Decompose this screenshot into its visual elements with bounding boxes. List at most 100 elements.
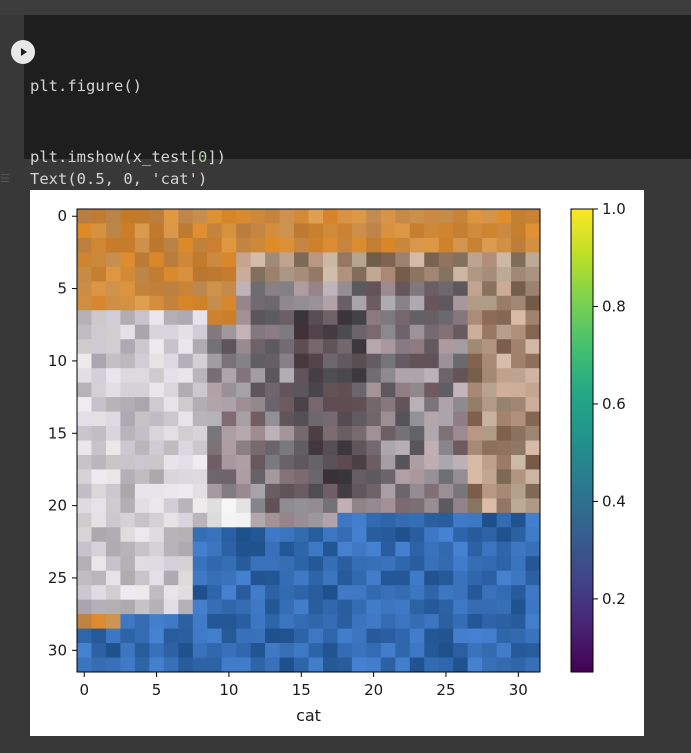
image-pixel <box>511 310 526 326</box>
image-pixel <box>380 266 396 282</box>
image-pixel <box>265 209 280 224</box>
image-pixel <box>308 237 324 253</box>
image-pixel <box>438 657 454 673</box>
image-pixel <box>134 397 150 412</box>
image-pixel <box>424 426 440 441</box>
image-pixel <box>105 527 121 543</box>
image-pixel <box>511 440 526 456</box>
image-pixel <box>366 237 382 253</box>
image-pixel <box>192 397 208 412</box>
image-pixel <box>163 324 179 340</box>
image-pixel <box>337 310 353 326</box>
image-pixel <box>77 643 92 658</box>
image-pixel <box>337 541 353 557</box>
image-pixel <box>265 498 280 514</box>
image-pixel <box>163 411 179 427</box>
image-pixel <box>395 614 411 629</box>
image-pixel <box>91 469 107 485</box>
image-pixel <box>366 498 382 514</box>
image-pixel <box>207 324 223 340</box>
output-toggle-icon[interactable]: ☰ <box>0 172 10 185</box>
image-pixel <box>308 266 324 282</box>
image-pixel <box>120 483 136 499</box>
image-pixel <box>424 599 440 615</box>
image-pixel <box>178 266 194 282</box>
image-pixel <box>265 512 280 528</box>
image-pixel <box>322 570 338 586</box>
image-pixel <box>409 614 425 629</box>
image-pixel <box>149 483 165 499</box>
image-pixel <box>163 353 179 369</box>
image-pixel <box>294 237 309 253</box>
image-pixel <box>337 454 353 470</box>
image-pixel <box>236 281 252 297</box>
image-pixel <box>467 281 483 297</box>
image-pixel <box>525 397 541 412</box>
image-pixel <box>482 498 497 514</box>
image-pixel <box>192 585 208 601</box>
image-pixel <box>496 498 512 514</box>
image-pixel <box>351 223 367 239</box>
image-pixel <box>250 469 266 485</box>
image-pixel <box>207 599 223 615</box>
image-pixel <box>105 209 121 224</box>
image-pixel <box>453 556 469 572</box>
image-pixel <box>366 440 382 456</box>
image-pixel <box>366 339 382 355</box>
image-pixel <box>453 483 469 499</box>
image-pixel <box>337 397 353 412</box>
image-pixel <box>134 643 150 658</box>
image-pixel <box>192 411 208 427</box>
image-pixel <box>380 353 396 369</box>
run-cell-button[interactable] <box>11 40 35 64</box>
image-pixel <box>337 512 353 528</box>
image-pixel <box>496 266 512 282</box>
image-pixel <box>250 426 266 441</box>
image-pixel <box>511 382 526 398</box>
image-pixel <box>351 382 367 398</box>
image-pixel <box>178 454 194 470</box>
image-pixel <box>149 237 165 253</box>
image-pixel <box>192 295 208 311</box>
image-pixel <box>279 512 295 528</box>
image-pixel <box>265 281 280 297</box>
image-pixel <box>221 527 237 543</box>
image-pixel <box>221 512 237 528</box>
image-pixel <box>120 397 136 412</box>
image-pixel <box>395 382 411 398</box>
image-pixel <box>453 469 469 485</box>
image-pixel <box>482 585 497 601</box>
image-pixel <box>409 426 425 441</box>
image-pixel <box>337 223 353 239</box>
image-pixel <box>482 469 497 485</box>
image-pixel <box>120 252 136 268</box>
image-pixel <box>409 295 425 311</box>
image-pixel <box>265 527 280 543</box>
image-pixel <box>250 281 266 297</box>
image-pixel <box>163 310 179 326</box>
image-pixel <box>91 483 107 499</box>
image-pixel <box>77 570 92 586</box>
image-pixel <box>337 643 353 658</box>
image-pixel <box>467 426 483 441</box>
image-pixel <box>105 237 121 253</box>
image-pixel <box>265 266 280 282</box>
image-pixel <box>438 368 454 384</box>
image-pixel <box>105 353 121 369</box>
image-pixel <box>453 599 469 615</box>
image-pixel <box>395 281 411 297</box>
image-pixel <box>438 426 454 441</box>
image-pixel <box>279 339 295 355</box>
y-tick-label: 30 <box>48 641 67 659</box>
image-pixel <box>149 628 165 644</box>
image-pixel <box>351 599 367 615</box>
image-pixel <box>482 223 497 239</box>
image-pixel <box>366 426 382 441</box>
image-pixel <box>250 295 266 311</box>
image-pixel <box>467 324 483 340</box>
image-pixel <box>265 657 280 673</box>
image-pixel <box>120 570 136 586</box>
image-pixel <box>337 483 353 499</box>
code-cell[interactable]: plt.figure() plt.imshow(x_test[0]) plt.c… <box>11 15 691 377</box>
image-pixel <box>77 541 92 557</box>
